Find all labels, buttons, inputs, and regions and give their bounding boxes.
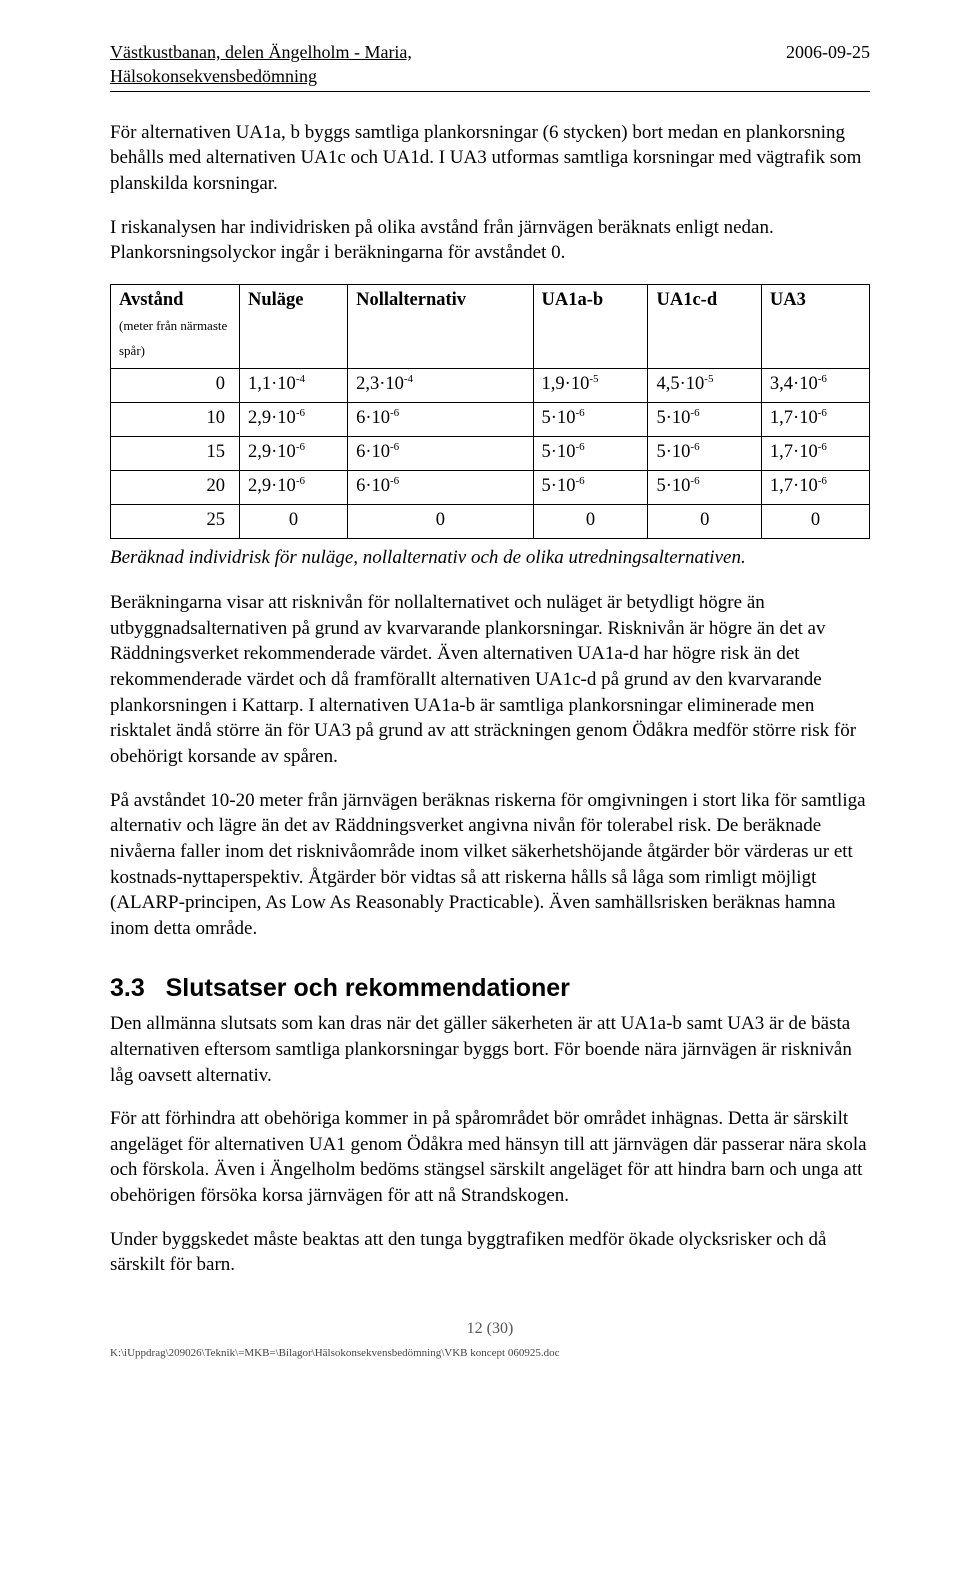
value-cell: 0 — [533, 504, 648, 538]
avstand-cell: 25 — [111, 504, 240, 538]
paragraph-3: Beräkningarna visar att risknivån för no… — [110, 590, 870, 769]
value-cell: 3,4·10-6 — [761, 368, 869, 402]
value-cell: 0 — [240, 504, 348, 538]
table-row: 102,9·10-66·10-65·10-65·10-61,7·10-6 — [111, 402, 870, 436]
value-cell: 5·10-6 — [533, 470, 648, 504]
header-title: Västkustbanan, delen Ängelholm - Maria, … — [110, 40, 412, 89]
value-cell: 2,3·10-4 — [348, 368, 533, 402]
value-cell: 6·10-6 — [348, 402, 533, 436]
value-cell: 5·10-6 — [648, 436, 761, 470]
value-cell: 1,7·10-6 — [761, 470, 869, 504]
col-ua3: UA3 — [761, 284, 869, 368]
paragraph-5: Den allmänna slutsats som kan dras när d… — [110, 1011, 870, 1088]
value-cell: 0 — [761, 504, 869, 538]
header-line2: Hälsokonsekvensbedömning — [110, 66, 317, 86]
table-row: 152,9·10-66·10-65·10-65·10-61,7·10-6 — [111, 436, 870, 470]
value-cell: 5·10-6 — [648, 402, 761, 436]
table-row: 202,9·10-66·10-65·10-65·10-61,7·10-6 — [111, 470, 870, 504]
table-row: 01,1·10-42,3·10-41,9·10-54,5·10-53,4·10-… — [111, 368, 870, 402]
section-number: 3.3 — [110, 974, 145, 1002]
value-cell: 0 — [348, 504, 533, 538]
value-cell: 1,7·10-6 — [761, 402, 869, 436]
value-cell: 2,9·10-6 — [240, 470, 348, 504]
paragraph-2: I riskanalysen har individrisken på olik… — [110, 215, 870, 266]
value-cell: 5·10-6 — [533, 436, 648, 470]
avstand-cell: 15 — [111, 436, 240, 470]
paragraph-7: Under byggskedet måste beaktas att den t… — [110, 1227, 870, 1278]
section-heading: 3.3 Slutsatser och rekommendationer — [110, 972, 870, 1006]
col-ua1cd: UA1c-d — [648, 284, 761, 368]
col-avstand: Avstånd (meter från närmaste spår) — [111, 284, 240, 368]
section-title: Slutsatser och rekommendationer — [166, 974, 570, 1002]
col-nollalt: Nollalternativ — [348, 284, 533, 368]
paragraph-6: För att förhindra att obehöriga kommer i… — [110, 1106, 870, 1209]
value-cell: 1,7·10-6 — [761, 436, 869, 470]
page-number: 12 (30) — [110, 1318, 870, 1340]
col-nulage: Nuläge — [240, 284, 348, 368]
footer-path: K:\iUppdrag\209026\Teknik\=MKB=\Bilagor\… — [110, 1346, 870, 1361]
value-cell: 2,9·10-6 — [240, 402, 348, 436]
value-cell: 1,9·10-5 — [533, 368, 648, 402]
avstand-cell: 10 — [111, 402, 240, 436]
avstand-cell: 0 — [111, 368, 240, 402]
paragraph-4: På avståndet 10-20 meter från järnvägen … — [110, 788, 870, 942]
table-caption: Beräknad individrisk för nuläge, nollalt… — [110, 545, 870, 571]
paragraph-1: För alternativen UA1a, b byggs samtliga … — [110, 120, 870, 197]
value-cell: 5·10-6 — [648, 470, 761, 504]
value-cell: 2,9·10-6 — [240, 436, 348, 470]
header-date: 2006-09-25 — [786, 40, 870, 89]
page-header: Västkustbanan, delen Ängelholm - Maria, … — [110, 40, 870, 92]
table-row: 2500000 — [111, 504, 870, 538]
value-cell: 6·10-6 — [348, 436, 533, 470]
risk-table: Avstånd (meter från närmaste spår) Nuläg… — [110, 284, 870, 539]
value-cell: 0 — [648, 504, 761, 538]
value-cell: 6·10-6 — [348, 470, 533, 504]
value-cell: 4,5·10-5 — [648, 368, 761, 402]
table-header-row: Avstånd (meter från närmaste spår) Nuläg… — [111, 284, 870, 368]
col-ua1ab: UA1a-b — [533, 284, 648, 368]
value-cell: 5·10-6 — [533, 402, 648, 436]
header-line1: Västkustbanan, delen Ängelholm - Maria, — [110, 42, 412, 62]
avstand-cell: 20 — [111, 470, 240, 504]
value-cell: 1,1·10-4 — [240, 368, 348, 402]
